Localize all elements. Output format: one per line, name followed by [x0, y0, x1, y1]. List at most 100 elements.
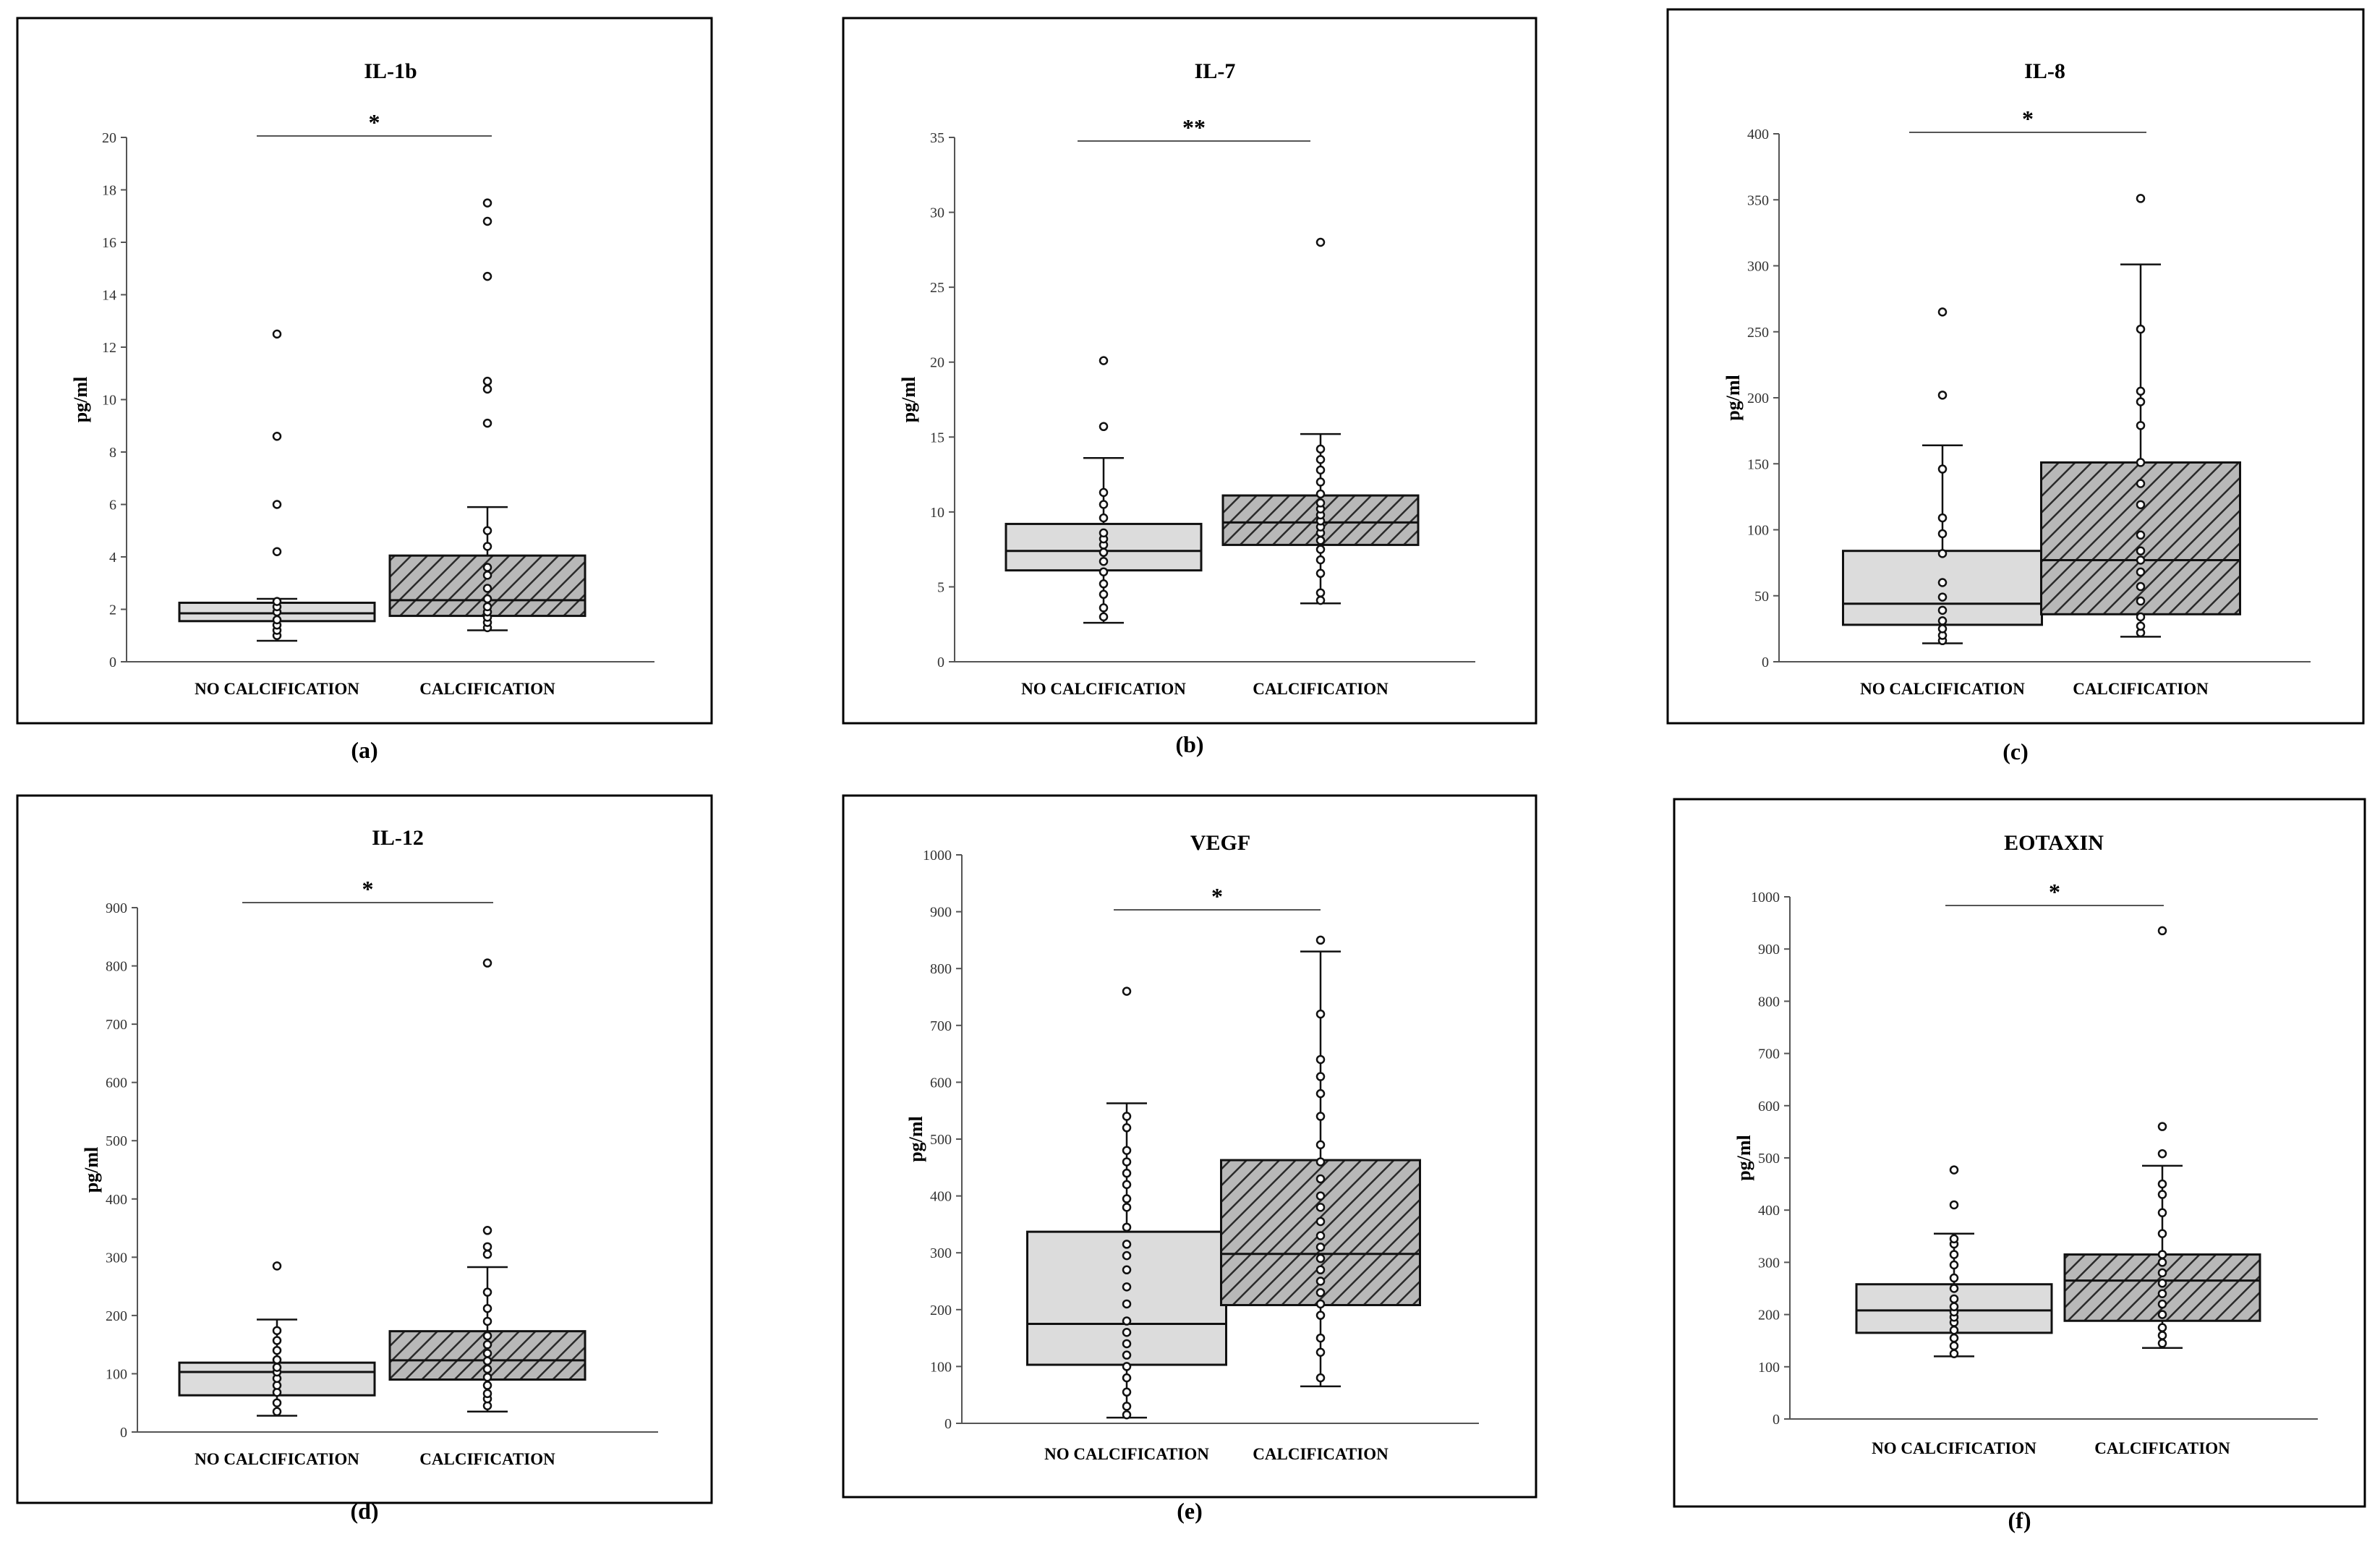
- data-point: [1099, 513, 1109, 523]
- category-label: CALCIFICATION: [419, 1450, 555, 1468]
- y-tick-label: 800: [1758, 994, 1780, 1010]
- data-point: [2136, 612, 2146, 622]
- data-point: [272, 1355, 282, 1365]
- y-tick-label: 100: [1747, 523, 1769, 539]
- chart-title: IL-1b: [364, 59, 417, 83]
- y-tick-label: 800: [930, 961, 952, 977]
- significance-marker: *: [2049, 879, 2060, 905]
- y-tick-label: 50: [1754, 589, 1769, 605]
- data-point: [1315, 1333, 1326, 1343]
- data-point: [1949, 1333, 1959, 1343]
- category-label: NO CALCIFICATION: [1872, 1439, 2036, 1457]
- box-group-no-calcification: NO CALCIFICATION: [178, 329, 376, 698]
- data-point: [1315, 237, 1326, 247]
- y-tick-label: 700: [930, 1018, 952, 1034]
- data-point: [1937, 549, 1948, 558]
- data-point: [482, 958, 492, 968]
- data-point: [1099, 487, 1109, 498]
- box-group-calcification: CALCIFICATION: [1221, 237, 1420, 698]
- y-tick-label: 700: [106, 1017, 127, 1033]
- data-point: [1315, 1174, 1326, 1184]
- y-axis-label: pg/ml: [70, 377, 91, 423]
- data-point: [272, 1345, 282, 1355]
- box-group-no-calcification: NO CALCIFICATION: [1842, 307, 2043, 698]
- y-tick-label: 100: [106, 1366, 127, 1382]
- data-point: [1315, 1157, 1326, 1167]
- category-label: CALCIFICATION: [1253, 680, 1389, 698]
- data-point: [2136, 324, 2146, 334]
- data-point: [482, 418, 492, 428]
- y-tick-label: 10: [102, 393, 116, 409]
- chart-panel-2: IL-7 ** 0 5 10 15 20 25 30 35 pg/ml NO CALCIFICATIO…: [842, 17, 1537, 757]
- y-tick-label: 400: [930, 1189, 952, 1205]
- data-point: [2136, 621, 2146, 631]
- data-point: [1122, 1180, 1132, 1190]
- y-axis-label: pg/ml: [81, 1147, 102, 1193]
- data-point: [482, 1316, 492, 1326]
- box-group-no-calcification: NO CALCIFICATION: [1855, 1165, 2053, 1457]
- data-point: [1937, 605, 1948, 615]
- data-point: [1937, 616, 1948, 626]
- data-point: [482, 376, 492, 386]
- y-tick-label: 150: [1747, 456, 1769, 472]
- data-point: [1315, 1088, 1326, 1099]
- category-label: CALCIFICATION: [419, 680, 555, 698]
- data-point: [1949, 1326, 1959, 1335]
- data-point: [2157, 1289, 2167, 1298]
- y-tick-label: 400: [1747, 127, 1769, 142]
- box-group-calcification: CALCIFICATION: [388, 198, 587, 698]
- data-point: [2136, 596, 2146, 606]
- data-point: [2136, 386, 2146, 396]
- data-point: [1099, 528, 1109, 538]
- data-point: [1099, 603, 1109, 613]
- data-point: [2136, 500, 2146, 510]
- y-tick-label: 0: [937, 655, 944, 670]
- y-tick-label: 350: [1747, 192, 1769, 208]
- data-point: [482, 602, 492, 612]
- data-point: [1122, 1387, 1132, 1397]
- data-point: [2157, 1229, 2167, 1238]
- data-point: [1315, 595, 1326, 605]
- data-point: [482, 584, 492, 593]
- data-point: [1099, 567, 1109, 576]
- data-point: [272, 1326, 282, 1336]
- data-point: [1949, 1302, 1959, 1312]
- significance-marker: *: [1211, 883, 1223, 909]
- data-point: [482, 1364, 492, 1374]
- y-tick-label: 300: [106, 1250, 127, 1266]
- data-point: [272, 500, 282, 509]
- data-point: [1315, 1373, 1326, 1383]
- data-point: [1315, 465, 1326, 475]
- category-label: NO CALCIFICATION: [1044, 1445, 1209, 1463]
- data-point: [1315, 1277, 1326, 1286]
- y-tick-label: 200: [930, 1303, 952, 1318]
- data-point: [1315, 1140, 1326, 1150]
- y-tick-label: 20: [930, 355, 944, 371]
- category-label: NO CALCIFICATION: [195, 680, 359, 698]
- data-point: [1315, 1203, 1326, 1212]
- data-point: [1099, 579, 1109, 589]
- y-tick-label: 35: [930, 130, 944, 146]
- box-group-calcification: CALCIFICATION: [388, 958, 587, 1468]
- y-tick-label: 8: [109, 445, 116, 461]
- y-tick-label: 900: [930, 905, 952, 921]
- data-point: [482, 1373, 492, 1382]
- data-point: [1315, 1287, 1326, 1297]
- chart-panel-3: IL-8 * 0 50 100 150 200 250 300 350 400 pg/ml NO CAL…: [1666, 8, 2365, 764]
- chart-title: IL-7: [1195, 59, 1236, 83]
- y-tick-label: 400: [106, 1192, 127, 1208]
- y-tick-label: 500: [930, 1132, 952, 1148]
- data-point: [482, 1356, 492, 1365]
- y-axis-label: pg/ml: [1733, 1135, 1754, 1181]
- data-point: [1949, 1284, 1959, 1293]
- chart-title: VEGF: [1190, 831, 1250, 855]
- y-tick-label: 500: [106, 1133, 127, 1149]
- data-point: [1315, 498, 1326, 508]
- data-point: [482, 571, 492, 580]
- chart-panel-1: IL-1b * 0 2 4 6 8 10 12 14 16 18 20 pg/ml NO CALCIFICA…: [16, 17, 713, 763]
- data-point: [1315, 935, 1326, 945]
- y-tick-label: 16: [102, 235, 116, 251]
- significance-marker: *: [2022, 106, 2034, 132]
- data-point: [1315, 1265, 1326, 1275]
- data-point: [1937, 513, 1948, 523]
